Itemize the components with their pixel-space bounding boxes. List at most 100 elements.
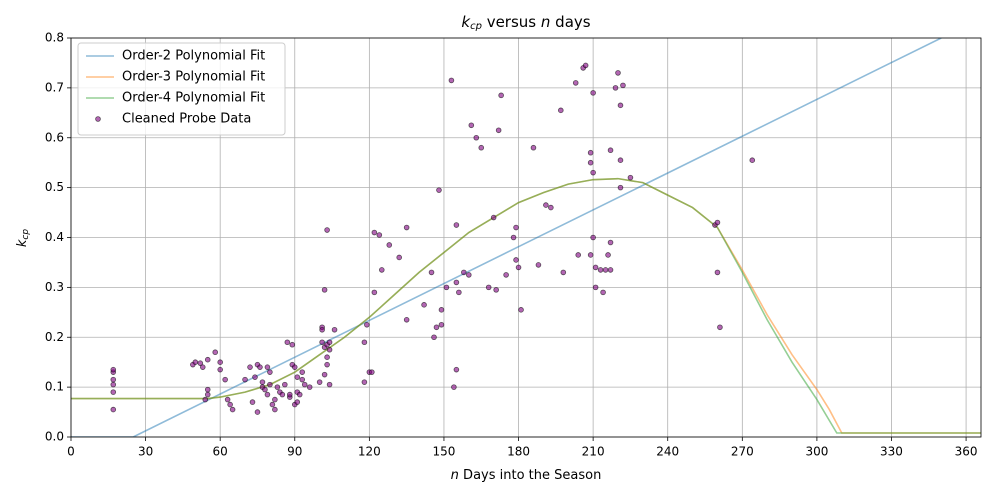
- data-point: [714, 269, 721, 276]
- data-point: [259, 379, 266, 385]
- legend-label: Order-4 Polynomial Fit: [122, 91, 265, 106]
- x-tick-label: 30: [138, 445, 153, 459]
- data-point: [461, 269, 467, 276]
- data-point: [421, 302, 427, 308]
- data-point: [321, 287, 328, 293]
- data-point: [202, 396, 209, 403]
- data-point: [262, 386, 268, 393]
- data-point: [602, 267, 609, 273]
- y-axis-label: kcp: [15, 229, 31, 247]
- data-point: [607, 267, 614, 273]
- y-tick-label: 0.5: [45, 180, 64, 194]
- data-point: [110, 366, 117, 373]
- data-point: [592, 264, 599, 271]
- data-point: [453, 279, 460, 286]
- data-point: [448, 77, 455, 84]
- x-tick-label: 60: [213, 445, 228, 459]
- data-point: [289, 341, 296, 348]
- x-tick-label: 120: [358, 445, 381, 459]
- y-tick-label: 0.7: [45, 80, 64, 94]
- data-point: [299, 369, 306, 375]
- data-point: [607, 147, 614, 154]
- x-tick-label: 270: [731, 445, 754, 459]
- data-point: [590, 90, 596, 96]
- data-point: [319, 326, 325, 333]
- data-point: [436, 187, 442, 193]
- data-point: [264, 364, 271, 370]
- data-point: [503, 272, 509, 278]
- data-point: [605, 252, 611, 258]
- data-point: [548, 204, 554, 211]
- data-point: [590, 169, 596, 176]
- data-point: [535, 262, 542, 268]
- data-point: [284, 339, 291, 346]
- data-point: [587, 252, 594, 258]
- data-point: [575, 252, 582, 258]
- data-point: [204, 386, 211, 393]
- data-point: [242, 376, 248, 383]
- y-tick-label: 0.6: [45, 130, 64, 144]
- data-point: [513, 257, 519, 263]
- data-point: [466, 272, 472, 278]
- data-point: [378, 267, 385, 273]
- data-point: [324, 354, 330, 361]
- title-part: days: [550, 13, 590, 31]
- data-point: [204, 356, 211, 363]
- data-point: [490, 214, 497, 221]
- x-tick-label: 180: [507, 445, 530, 459]
- data-point: [433, 324, 440, 331]
- legend-label: Cleaned Probe Data: [122, 112, 251, 127]
- data-point: [229, 406, 236, 413]
- data-point: [257, 364, 263, 370]
- y-tick-label: 0.0: [45, 430, 64, 444]
- data-point: [217, 366, 223, 373]
- data-point: [515, 264, 522, 271]
- data-point: [443, 284, 450, 291]
- y-tick-label: 0.1: [45, 380, 64, 394]
- legend-box: [77, 42, 286, 136]
- data-point: [558, 107, 564, 114]
- data-point: [510, 234, 517, 241]
- data-point: [543, 202, 549, 208]
- xlabel-part: n: [451, 468, 459, 483]
- title-part: n: [541, 13, 551, 31]
- data-point: [199, 364, 206, 370]
- data-point: [498, 92, 504, 99]
- data-point: [403, 224, 410, 231]
- data-point: [249, 399, 256, 405]
- x-tick-label: 150: [432, 445, 455, 459]
- data-point: [582, 62, 589, 69]
- data-point: [267, 369, 273, 375]
- data-point: [252, 374, 258, 380]
- data-point: [264, 391, 271, 398]
- data-point: [321, 371, 328, 378]
- data-point: [110, 376, 117, 383]
- data-point: [431, 334, 437, 341]
- data-point: [274, 384, 281, 390]
- title-part: versus: [482, 13, 541, 31]
- data-point: [403, 316, 410, 323]
- data-point: [396, 254, 402, 261]
- data-point: [267, 381, 273, 388]
- data-point: [607, 239, 614, 246]
- data-point: [600, 289, 606, 296]
- data-point: [590, 234, 596, 241]
- data-point: [197, 360, 204, 366]
- data-point: [272, 406, 278, 413]
- data-point: [224, 396, 231, 403]
- plot-frame: [70, 37, 982, 438]
- data-point: [222, 376, 228, 383]
- data-point: [217, 359, 223, 365]
- data-point: [294, 374, 301, 380]
- data-point: [110, 406, 117, 413]
- x-tick-label: 240: [656, 445, 679, 459]
- x-tick-label: 0: [67, 445, 75, 459]
- data-point: [587, 159, 594, 166]
- title-part: k: [461, 13, 471, 31]
- data-point: [212, 349, 219, 356]
- data-point: [227, 401, 233, 408]
- data-point: [560, 269, 567, 276]
- data-point: [530, 144, 537, 151]
- x-tick-label: 360: [955, 445, 978, 459]
- legend-label: Order-3 Polynomial Fit: [122, 70, 265, 85]
